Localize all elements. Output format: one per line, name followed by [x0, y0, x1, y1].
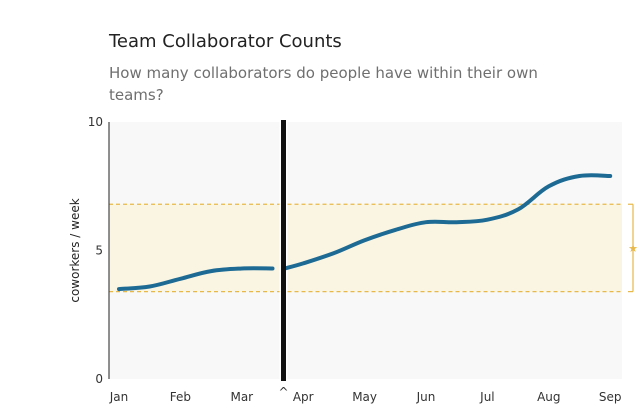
y-tick-label: 10: [88, 115, 103, 129]
range-band-right: [287, 204, 622, 292]
range-bracket-star-icon: ★: [628, 242, 638, 255]
x-tick-label: Jan: [109, 390, 129, 404]
x-tick-label: Jun: [416, 390, 436, 404]
chart-title: Team Collaborator Counts: [109, 31, 342, 52]
y-tick-label: 5: [95, 244, 103, 258]
x-tick-label: Sep: [599, 390, 622, 404]
range-band-left: [109, 204, 280, 292]
series-line-segment-after-break: [282, 173, 613, 271]
axis-break-marker: ^: [278, 385, 288, 399]
y-axis-label: coworkers / week: [68, 198, 82, 302]
chart-subtitle: How many collaborators do people have wi…: [109, 64, 538, 104]
x-tick-label: Jul: [479, 390, 494, 404]
x-tick-label: Feb: [170, 390, 191, 404]
y-tick-label: 0: [95, 372, 103, 386]
x-tick-label: May: [352, 390, 377, 404]
x-tick-label: Aug: [537, 390, 560, 404]
x-tick-label: Mar: [230, 390, 253, 404]
series-line-segment-before-break: [117, 266, 275, 292]
x-tick-label: Apr: [293, 390, 314, 404]
